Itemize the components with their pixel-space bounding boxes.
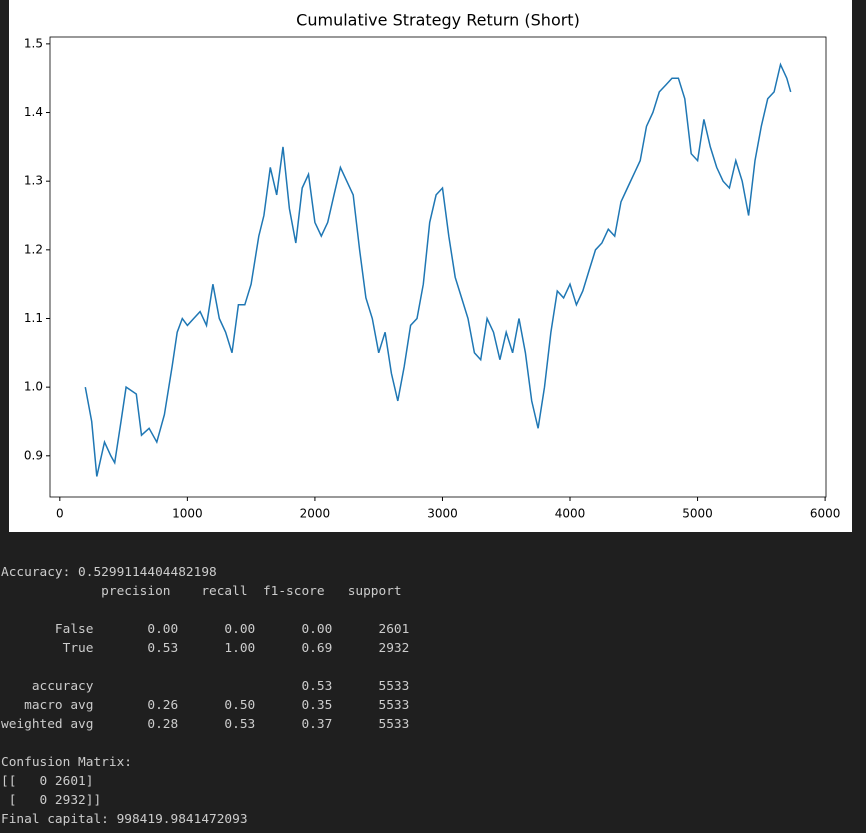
x-tick-label: 0 — [56, 507, 64, 521]
output-line: Confusion Matrix: — [1, 755, 132, 770]
output-line: weighted avg 0.28 0.53 0.37 5533 — [1, 717, 410, 732]
output-line: Accuracy: 0.5299114404482198 — [1, 565, 217, 580]
line — [84, 62, 792, 477]
y-tick-label: 1.2 — [24, 242, 43, 256]
output-line: accuracy 0.53 5533 — [1, 679, 410, 694]
y-tick-label: 1.0 — [24, 380, 43, 394]
chart: Cumulative Strategy Return (Short) 0.9 1.… — [9, 0, 852, 532]
y-tick-label: 1.5 — [24, 36, 43, 50]
output-line: Final capital: 998419.9841472093 — [1, 812, 248, 827]
y-tick-label: 1.4 — [24, 105, 43, 119]
x-tick-label: 6000 — [810, 507, 841, 521]
output-line: macro avg 0.26 0.50 0.35 5533 — [1, 698, 410, 713]
x-tick-label: 1000 — [172, 507, 203, 521]
x-tick-label: 2000 — [300, 507, 331, 521]
output-line: True 0.53 1.00 0.69 2932 — [1, 641, 410, 656]
y-tick-label: 0.9 — [24, 448, 43, 462]
output-line: False 0.00 0.00 0.00 2601 — [1, 622, 410, 637]
axes-frame — [49, 36, 827, 498]
output-line: precision recall f1-score support — [1, 584, 402, 599]
y-tick-label: 1.3 — [24, 174, 43, 188]
chart-background — [9, 0, 852, 532]
chart-title: Cumulative Strategy Return (Short) — [296, 11, 580, 30]
x-tick-label: 4000 — [555, 507, 586, 521]
x-tick-label: 5000 — [682, 507, 713, 521]
y-tick-label: 1.1 — [24, 311, 43, 325]
output-line: [ 0 2932]] — [1, 793, 102, 808]
x-tick-label: 3000 — [427, 507, 458, 521]
output-line: [[ 0 2601] — [1, 774, 94, 789]
